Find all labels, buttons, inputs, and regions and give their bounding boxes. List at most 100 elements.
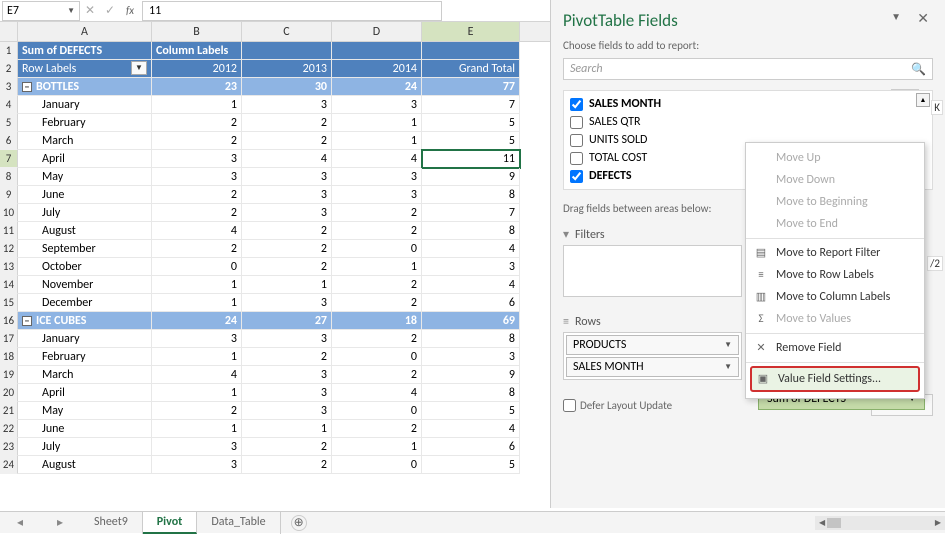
grand-total-cell[interactable]: 8 — [422, 384, 520, 402]
data-cell[interactable]: 1 — [152, 96, 242, 114]
data-cell[interactable]: 2 — [332, 222, 422, 240]
month-label[interactable]: July — [18, 438, 152, 456]
data-cell[interactable]: 2 — [242, 258, 332, 276]
grand-total-cell[interactable]: 3 — [422, 258, 520, 276]
chevron-down-icon[interactable]: ▼ — [724, 340, 732, 350]
column-labels-header[interactable]: Column Labels▼ — [152, 42, 242, 60]
row-header[interactable]: 4 — [0, 96, 18, 114]
data-cell[interactable]: 0 — [332, 240, 422, 258]
data-cell[interactable]: 2 — [242, 114, 332, 132]
month-label[interactable]: November — [18, 276, 152, 294]
data-cell[interactable]: 2 — [152, 114, 242, 132]
data-cell[interactable]: 0 — [332, 402, 422, 420]
month-label[interactable]: February — [18, 348, 152, 366]
month-label[interactable]: July — [18, 204, 152, 222]
row-header[interactable]: 9 — [0, 186, 18, 204]
month-label[interactable]: September — [18, 240, 152, 258]
data-cell[interactable]: 3 — [242, 294, 332, 312]
data-cell[interactable]: 1 — [152, 384, 242, 402]
grand-total-cell[interactable]: 6 — [422, 438, 520, 456]
grand-total-cell[interactable]: 3 — [422, 348, 520, 366]
menu-remove-field[interactable]: ✕Remove Field — [746, 337, 924, 359]
row-header[interactable]: 21 — [0, 402, 18, 420]
data-cell[interactable]: 2 — [242, 438, 332, 456]
data-cell[interactable]: 2 — [152, 240, 242, 258]
data-cell[interactable]: 2 — [152, 186, 242, 204]
data-cell[interactable]: 2 — [242, 456, 332, 474]
grand-total-cell[interactable]: 8 — [422, 222, 520, 240]
data-cell[interactable]: 0 — [152, 258, 242, 276]
row-header[interactable]: 3 — [0, 78, 18, 96]
month-label[interactable]: January — [18, 96, 152, 114]
row-header[interactable]: 10 — [0, 204, 18, 222]
name-box[interactable]: E7 ▼ — [2, 1, 80, 21]
row-header[interactable]: 17 — [0, 330, 18, 348]
col-header-c[interactable]: C — [242, 22, 332, 41]
grand-total-cell[interactable]: 5 — [422, 402, 520, 420]
row-header[interactable]: 2 — [0, 60, 18, 78]
field-scroll-up-icon[interactable]: ▲ — [916, 93, 930, 107]
pane-move-icon[interactable]: ▼ — [891, 10, 901, 23]
group-row[interactable]: −ICE CUBES — [18, 312, 152, 330]
month-label[interactable]: March — [18, 132, 152, 150]
row-header[interactable]: 23 — [0, 438, 18, 456]
grand-total-cell[interactable]: 6 — [422, 294, 520, 312]
tab-nav-last-icon[interactable]: ▸ — [57, 515, 63, 530]
row-header[interactable]: 8 — [0, 168, 18, 186]
fx-icon[interactable]: fx — [120, 4, 140, 17]
data-cell[interactable]: 3 — [152, 150, 242, 168]
add-sheet-button[interactable]: ⊕ — [291, 515, 307, 531]
scroll-left-icon[interactable]: ◀ — [817, 518, 827, 528]
menu-value-field-settings[interactable]: ▣Value Field Settings... — [750, 366, 920, 392]
data-cell[interactable]: 3 — [242, 366, 332, 384]
data-cell[interactable]: 0 — [332, 348, 422, 366]
rows-dropzone[interactable]: PRODUCTS▼SALES MONTH▼ — [563, 332, 742, 380]
month-label[interactable]: February — [18, 114, 152, 132]
month-label[interactable]: April — [18, 384, 152, 402]
grand-total-cell[interactable]: 8 — [422, 330, 520, 348]
chevron-down-icon[interactable]: ▼ — [724, 362, 732, 372]
row-header[interactable]: 5 — [0, 114, 18, 132]
row-header[interactable]: 15 — [0, 294, 18, 312]
data-cell[interactable]: 3 — [152, 330, 242, 348]
field-checkbox[interactable] — [570, 170, 583, 183]
rows-pill-products[interactable]: PRODUCTS▼ — [566, 335, 739, 355]
row-header[interactable]: 19 — [0, 366, 18, 384]
grand-total-cell[interactable]: 5 — [422, 456, 520, 474]
row-header[interactable]: 11 — [0, 222, 18, 240]
menu-move-row-labels[interactable]: ≡Move to Row Labels — [746, 264, 924, 286]
data-cell[interactable]: 1 — [152, 348, 242, 366]
month-label[interactable]: June — [18, 420, 152, 438]
field-checkbox[interactable] — [570, 134, 583, 147]
tab-nav-arrows[interactable]: ◂ ▸ — [0, 515, 80, 530]
data-cell[interactable]: 3 — [152, 438, 242, 456]
data-cell[interactable]: 1 — [152, 276, 242, 294]
grand-total-cell[interactable]: 9 — [422, 366, 520, 384]
data-cell[interactable]: 3 — [242, 168, 332, 186]
data-cell[interactable]: 1 — [152, 420, 242, 438]
col-header-e[interactable]: E — [422, 22, 520, 41]
formula-input[interactable]: 11 — [142, 1, 442, 21]
sheet-tab-data_table[interactable]: Data_Table — [197, 512, 280, 534]
month-label[interactable]: March — [18, 366, 152, 384]
data-cell[interactable]: 1 — [242, 420, 332, 438]
field-checkbox[interactable] — [570, 98, 583, 111]
month-label[interactable]: December — [18, 294, 152, 312]
data-cell[interactable]: 2 — [242, 222, 332, 240]
data-cell[interactable]: 4 — [332, 150, 422, 168]
row-header[interactable]: 22 — [0, 420, 18, 438]
data-cell[interactable]: 1 — [332, 438, 422, 456]
grand-total-cell[interactable]: 7 — [422, 204, 520, 222]
field-sales-qtr[interactable]: SALES QTR — [564, 113, 932, 131]
grand-total-cell[interactable]: 7 — [422, 96, 520, 114]
group-row[interactable]: −BOTTLES — [18, 78, 152, 96]
data-cell[interactable]: 1 — [332, 258, 422, 276]
data-cell[interactable]: 1 — [242, 276, 332, 294]
month-label[interactable]: June — [18, 186, 152, 204]
grand-total-cell[interactable]: 11 — [422, 150, 520, 168]
data-cell[interactable]: 4 — [332, 384, 422, 402]
data-cell[interactable]: 2 — [332, 420, 422, 438]
grand-total-cell[interactable]: 4 — [422, 276, 520, 294]
data-cell[interactable]: 3 — [242, 384, 332, 402]
data-cell[interactable]: 3 — [242, 96, 332, 114]
